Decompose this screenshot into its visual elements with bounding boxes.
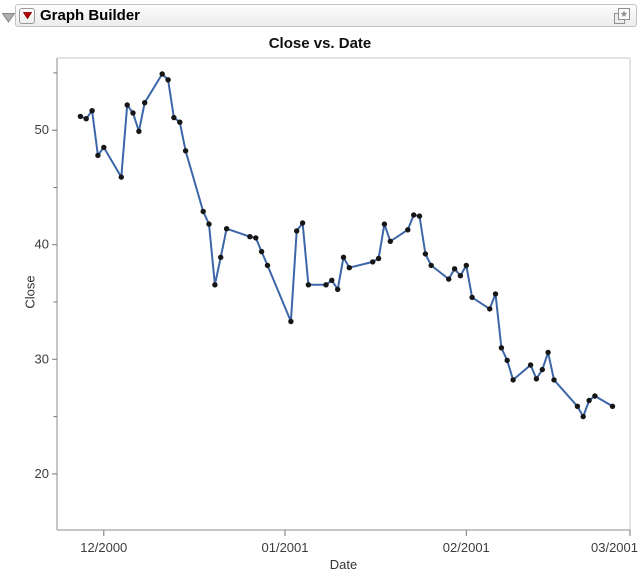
data-point[interactable] (124, 102, 130, 108)
data-point[interactable] (83, 116, 89, 122)
data-point[interactable] (101, 144, 107, 151)
data-point[interactable] (551, 377, 557, 383)
line-chart-plot-area[interactable]: 20 30 40 50 12/2000 01/2001 02/2001 03/2001 (0, 30, 640, 575)
data-point[interactable] (463, 262, 469, 269)
data-point[interactable] (258, 248, 265, 255)
data-point[interactable] (533, 376, 540, 382)
red-triangle-icon (22, 12, 32, 19)
y-tick-label: 50 (35, 122, 49, 137)
data-point[interactable] (375, 255, 382, 262)
data-point[interactable] (545, 349, 551, 356)
data-point[interactable] (428, 262, 434, 269)
data-point[interactable] (299, 220, 306, 226)
data-point[interactable] (294, 228, 300, 234)
data-point[interactable] (446, 276, 452, 282)
data-point[interactable] (510, 377, 516, 383)
data-point[interactable] (457, 273, 464, 279)
x-tick-label: 03/2001 (591, 540, 638, 555)
data-point[interactable] (416, 213, 423, 219)
data-point[interactable] (370, 259, 376, 265)
data-point[interactable] (247, 234, 253, 240)
data-point[interactable] (118, 174, 125, 180)
y-tick-label: 20 (35, 466, 49, 481)
data-point[interactable] (212, 282, 218, 288)
data-point[interactable] (340, 254, 347, 260)
y-tick-label: 40 (35, 237, 49, 252)
data-point[interactable] (411, 212, 417, 218)
data-point[interactable] (469, 294, 475, 301)
data-point[interactable] (387, 238, 393, 244)
red-triangle-menu-button[interactable] (19, 7, 35, 24)
journal-star-button[interactable] (613, 7, 631, 25)
data-point[interactable] (609, 403, 616, 409)
data-point[interactable] (574, 403, 581, 409)
data-point[interactable] (592, 393, 598, 399)
data-point[interactable] (335, 286, 341, 293)
disclosure-triangle-icon[interactable] (1, 10, 16, 23)
data-point[interactable] (492, 291, 499, 297)
data-point[interactable] (171, 114, 177, 121)
outline-title-bar[interactable]: Graph Builder (15, 4, 637, 27)
data-point[interactable] (130, 110, 136, 116)
data-point[interactable] (200, 208, 206, 215)
y-tick-label: 30 (35, 351, 49, 366)
x-tick-label: 01/2001 (262, 540, 309, 555)
data-point[interactable] (182, 148, 189, 154)
data-point[interactable] (487, 306, 493, 312)
data-point[interactable] (498, 345, 505, 351)
data-point[interactable] (451, 266, 458, 272)
x-tick-label: 02/2001 (443, 540, 490, 555)
data-point[interactable] (323, 282, 329, 288)
data-point[interactable] (539, 366, 545, 373)
data-point[interactable] (580, 413, 586, 420)
data-point[interactable] (288, 318, 294, 325)
data-point[interactable] (346, 265, 352, 271)
data-point[interactable] (89, 108, 95, 114)
data-point[interactable] (504, 357, 510, 364)
data-point[interactable] (177, 119, 183, 125)
outline-title: Graph Builder (40, 7, 141, 24)
data-point[interactable] (264, 262, 271, 269)
data-point[interactable] (586, 397, 592, 404)
data-point[interactable] (206, 221, 212, 227)
data-point[interactable] (329, 277, 335, 283)
data-point[interactable] (142, 100, 148, 106)
data-point[interactable] (527, 362, 534, 368)
data-point[interactable] (305, 282, 312, 288)
data-point[interactable] (223, 226, 230, 232)
data-point[interactable] (253, 235, 259, 241)
data-point[interactable] (77, 113, 84, 120)
journal-star-icon (614, 7, 630, 24)
x-tick-label: 12/2000 (80, 540, 127, 555)
data-point[interactable] (136, 128, 142, 134)
data-point[interactable] (422, 251, 429, 257)
y-axis-title: Close (22, 275, 38, 309)
chart-title: Close vs. Date (268, 35, 372, 52)
data-point[interactable] (159, 71, 165, 77)
data-point[interactable] (405, 227, 411, 233)
data-point[interactable] (165, 77, 171, 83)
data-point[interactable] (381, 221, 388, 227)
data-point[interactable] (95, 152, 101, 159)
data-point[interactable] (218, 254, 224, 260)
x-axis-title: Date (329, 557, 358, 572)
